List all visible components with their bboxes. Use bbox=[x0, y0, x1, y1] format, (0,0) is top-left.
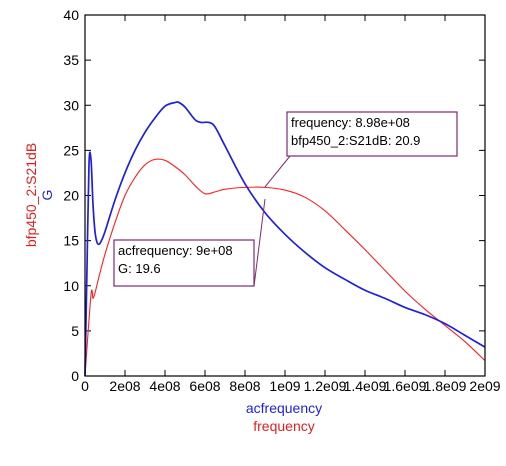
x-tick-label: 1.6e09 bbox=[384, 378, 427, 394]
x-tick-label: 4e08 bbox=[149, 378, 180, 394]
annotation-top-line-2: bfp450_2:S21dB: 20.9 bbox=[291, 133, 420, 148]
annotation-top-leader bbox=[264, 155, 291, 188]
y-tick-label: 40 bbox=[63, 7, 79, 23]
annotation-top: frequency: 8.98e+08 bfp450_2:S21dB: 20.9 bbox=[264, 111, 458, 188]
y-tick-label: 0 bbox=[71, 368, 79, 384]
x-tick-label: 1.2e09 bbox=[304, 378, 347, 394]
annotation-bottom: acfrequency: 9e+08 G: 19.6 bbox=[113, 199, 266, 287]
annotation-bottom-line-1: acfrequency: 9e+08 bbox=[118, 243, 233, 258]
annotation-top-box[interactable] bbox=[286, 111, 458, 157]
y-axis-title-s21db: bfp450_2:S21dB bbox=[23, 143, 39, 247]
series-line-s21db bbox=[84, 158, 486, 377]
y-tick-label: 20 bbox=[63, 188, 79, 204]
x-tick-label: 1e09 bbox=[269, 378, 300, 394]
y-tick-label: 25 bbox=[63, 142, 79, 158]
y-tick-label: 35 bbox=[63, 52, 79, 68]
x-tick-label: 0 bbox=[81, 378, 89, 394]
annotation-bottom-box[interactable] bbox=[113, 239, 255, 287]
x-tick-label: 8e08 bbox=[229, 378, 260, 394]
x-tick-label: 1.4e09 bbox=[344, 378, 387, 394]
annotation-bottom-leader bbox=[253, 199, 266, 287]
y-axis-ticks: 0 5 10 15 20 25 30 35 40 bbox=[63, 7, 485, 384]
x-tick-label: 1.8e09 bbox=[424, 378, 467, 394]
x-axis-title-frequency: frequency bbox=[253, 418, 314, 434]
plot-frame bbox=[84, 14, 486, 377]
x-tick-label: 2e09 bbox=[469, 378, 500, 394]
y-axis-title-g: G bbox=[39, 190, 55, 201]
marker-annotations: frequency: 8.98e+08 bfp450_2:S21dB: 20.9… bbox=[113, 111, 458, 287]
series-line-g bbox=[84, 101, 486, 377]
series-lines bbox=[84, 101, 486, 377]
y-tick-label: 30 bbox=[63, 97, 79, 113]
y-tick-label: 5 bbox=[71, 323, 79, 339]
x-tick-label: 2e08 bbox=[109, 378, 140, 394]
annotation-top-line-1: frequency: 8.98e+08 bbox=[291, 115, 410, 130]
annotation-bottom-line-2: G: 19.6 bbox=[118, 261, 161, 276]
y-tick-label: 15 bbox=[63, 233, 79, 249]
x-tick-label: 6e08 bbox=[189, 378, 220, 394]
x-axis-title-acfrequency: acfrequency bbox=[246, 400, 322, 416]
x-axis-ticks: 0 2e08 4e08 6e08 8e08 1e09 1.2e091.4e091.6e091… bbox=[81, 15, 501, 394]
y-tick-label: 10 bbox=[63, 278, 79, 294]
